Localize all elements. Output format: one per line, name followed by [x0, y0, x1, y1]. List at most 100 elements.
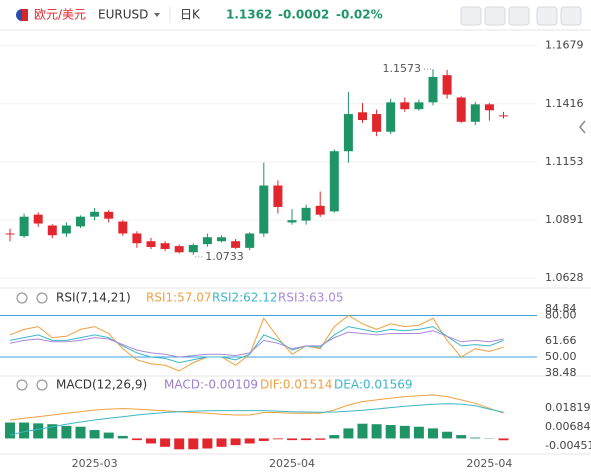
macd-bar	[428, 428, 438, 439]
candle-body	[202, 237, 212, 245]
macd-bar	[399, 425, 410, 439]
macd-title: MACD(12,26,9)	[56, 378, 147, 392]
candle-body	[118, 221, 128, 234]
macd-bar	[272, 438, 283, 440]
macd-bar	[117, 435, 128, 439]
candle-body	[315, 205, 325, 215]
max-label: 1.1573	[383, 62, 422, 75]
y-tick-label: 61.66	[545, 334, 577, 347]
macd-bar	[5, 422, 15, 439]
tool-button[interactable]	[560, 6, 582, 26]
y-tick-label: 0.00684	[545, 420, 591, 433]
flag-icon-half	[22, 9, 28, 21]
period[interactable]: 日K	[180, 8, 201, 22]
candle-body	[47, 225, 57, 236]
candle-body	[76, 216, 85, 227]
symbol[interactable]: EURUSD	[98, 8, 148, 22]
candle-body	[174, 246, 184, 253]
candle-body	[231, 241, 241, 248]
legend-entry: DEA:0.01569	[334, 378, 413, 392]
macd-bar	[103, 432, 114, 439]
candle-body	[428, 76, 438, 103]
macd-bar	[258, 438, 269, 441]
macd-bar	[19, 422, 30, 439]
macd-line	[9, 403, 504, 436]
candle-body	[400, 102, 410, 110]
candle-body	[372, 114, 382, 132]
tool-button[interactable]	[460, 6, 482, 26]
legend-entry: RSI3:63.05	[278, 291, 344, 305]
dropdown-arrow[interactable]	[154, 13, 160, 17]
macd-bar	[146, 438, 156, 444]
candle-body	[329, 151, 339, 212]
x-tick-label: 2025-03	[72, 457, 118, 470]
candle-body	[245, 233, 255, 248]
pair-name[interactable]: 欧元/美元	[34, 8, 86, 22]
y-tick-label: 1.1153	[545, 155, 584, 168]
candle-body	[273, 185, 283, 207]
candle-body	[386, 102, 396, 132]
rsi-line	[9, 314, 504, 372]
macd-bar	[131, 438, 142, 441]
candle-body	[499, 115, 508, 117]
macd-bar	[216, 438, 227, 447]
legend-entry: RSI1:57.07	[146, 291, 212, 305]
y-tick-label: 0.01819	[545, 401, 591, 414]
candle-body	[456, 97, 466, 122]
macd-bar	[160, 438, 171, 447]
price-change: -0.0002	[278, 8, 329, 22]
candle-body	[358, 112, 367, 121]
macd-bar	[371, 424, 382, 439]
macd-bar	[329, 435, 340, 439]
y-tick-label: 1.0891	[545, 213, 584, 226]
macd-bar	[442, 431, 453, 439]
collapse-arrow[interactable]	[579, 120, 586, 134]
candle-body	[484, 104, 494, 111]
macd-bar	[230, 438, 241, 446]
y-tick-label: 38.48	[545, 366, 577, 379]
rsi-line	[9, 330, 504, 358]
tool-button[interactable]	[484, 6, 506, 26]
candle-body	[414, 102, 424, 110]
candle-body	[188, 244, 198, 253]
macd-bar	[343, 428, 354, 439]
eye-icon[interactable]	[16, 292, 28, 304]
macd-bar	[470, 437, 481, 439]
legend-entry: DIF:0.01514	[260, 378, 332, 392]
rsi-line	[9, 326, 504, 364]
macd-bar	[498, 438, 509, 441]
macd-bar	[202, 438, 213, 449]
x-tick-label: 2025-04	[269, 457, 315, 470]
legend-entry: RSI2:62.12	[212, 291, 278, 305]
y-tick-label: 84.84	[545, 302, 577, 315]
candle-body	[259, 185, 269, 234]
y-tick-label: 50.00	[545, 350, 577, 363]
candle-body	[301, 207, 311, 221]
settings-icon[interactable]	[36, 292, 48, 304]
x-tick-label: 2025-04	[466, 457, 512, 470]
candle-body	[470, 104, 480, 122]
macd-line	[9, 394, 504, 421]
candle-body	[90, 211, 100, 217]
macd-bar	[301, 438, 312, 441]
candle-body	[61, 225, 71, 234]
macd-bar	[357, 423, 368, 439]
candle-body	[132, 233, 142, 244]
candle-body	[5, 233, 15, 235]
settings-icon[interactable]	[36, 379, 48, 391]
macd-bar	[61, 425, 72, 439]
rsi-title: RSI(7,14,21)	[56, 291, 131, 305]
macd-bar	[89, 430, 100, 439]
candle-body	[343, 114, 353, 152]
eye-icon[interactable]	[16, 379, 28, 391]
candle-body	[217, 237, 226, 242]
last-price: 1.1362	[226, 8, 272, 22]
tool-button[interactable]	[508, 6, 530, 26]
y-tick-label: -0.00451	[545, 439, 591, 452]
y-tick-label: 1.1679	[545, 39, 584, 52]
macd-bar	[413, 426, 424, 439]
macd-bar	[47, 424, 58, 439]
tool-button[interactable]	[536, 6, 558, 26]
